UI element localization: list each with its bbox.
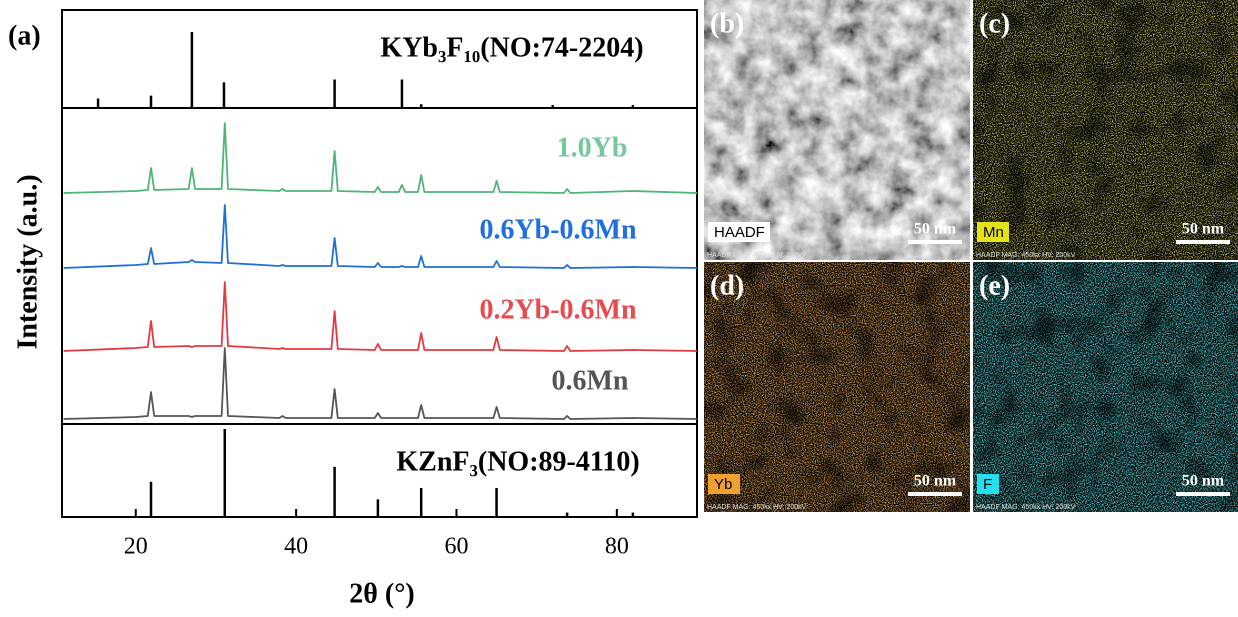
panel-label: (d): [710, 270, 744, 301]
image-caption: HAADF MAG: 450kx HV: 200kV: [976, 252, 1076, 259]
channel-tag: Yb: [714, 476, 732, 493]
image-caption: HAADF MAG: 450kx HV: 200kV: [976, 504, 1076, 511]
series-label: 0.2Yb-0.6Mn: [479, 294, 637, 325]
series-label: 1.0Yb: [557, 132, 628, 163]
channel-tag: HAADF: [714, 224, 765, 241]
panel-label: (a): [8, 20, 41, 51]
x-tick-label: 60: [444, 534, 468, 560]
series-label: 0.6Mn: [552, 365, 629, 396]
panel-label: (c): [979, 8, 1010, 39]
microscopy-panels: (b) HAADF 50 nm HAADF MAG: 450kx HV: 200kV (…: [704, 0, 1238, 512]
panel-label: (e): [979, 270, 1010, 301]
reference-label: KYb₃F₁₀(NO:74-2204): [380, 32, 643, 63]
x-tick-label: 40: [284, 534, 308, 560]
x-tick-label: 80: [605, 534, 629, 560]
reference-label: KZnF₃(NO:89-4110): [396, 446, 639, 477]
channel-tag: F: [983, 476, 992, 493]
xrd-chart: (a) 2θ (°) Intensity (a.u.) 20 40 60 80 KYb₃…: [8, 10, 697, 609]
panel-label: (b): [710, 8, 744, 39]
scale-bar-label: 50 nm: [1182, 221, 1225, 238]
image-caption: HAADF MAG: 450kx HV: 200kV: [707, 252, 807, 259]
scale-bar-label: 50 nm: [1182, 473, 1225, 490]
channel-tag: Mn: [983, 224, 1004, 241]
figure: (a) 2θ (°) Intensity (a.u.) 20 40 60 80 KYb₃…: [0, 0, 1238, 612]
y-axis-label: Intensity (a.u.): [12, 174, 43, 349]
image-caption: HAADF MAG: 450kx HV: 200kV: [707, 504, 807, 511]
series-label: 0.6Yb-0.6Mn: [479, 214, 637, 245]
x-tick-label: 20: [124, 534, 148, 560]
scale-bar-label: 50 nm: [914, 473, 957, 490]
scale-bar-label: 50 nm: [914, 221, 957, 238]
x-axis-label: 2θ (°): [349, 578, 414, 609]
